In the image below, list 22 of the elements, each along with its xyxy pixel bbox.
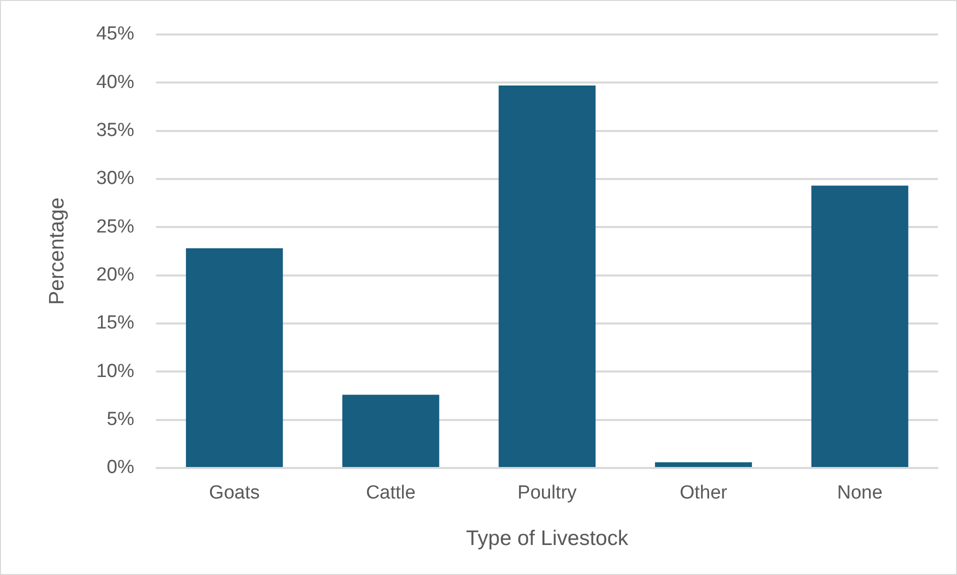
x-tick-label: Cattle — [366, 482, 416, 504]
bar — [186, 248, 283, 467]
y-tick-label: 15% — [96, 312, 134, 334]
y-tick-label: 5% — [106, 409, 134, 430]
bar — [811, 186, 908, 467]
x-tick-label: None — [837, 482, 883, 504]
bar — [498, 85, 596, 467]
y-tick-label: 10% — [96, 360, 134, 382]
y-tick-label: 20% — [96, 264, 134, 286]
bar — [342, 394, 440, 467]
x-tick-label: Poultry — [518, 482, 578, 504]
y-tick-label: 25% — [96, 216, 134, 238]
y-tick-label: 0% — [106, 457, 134, 478]
x-tick-label: Goats — [209, 482, 260, 504]
y-tick-label: 30% — [96, 168, 134, 190]
y-tick-label: 35% — [96, 120, 134, 141]
y-axis-title: Percentage — [45, 197, 68, 305]
x-axis-title: Type of Livestock — [466, 527, 629, 550]
y-tick-label: 40% — [96, 72, 134, 93]
x-tick-label: Other — [680, 482, 728, 504]
y-tick-label: 45% — [96, 24, 134, 45]
bar — [655, 462, 752, 467]
